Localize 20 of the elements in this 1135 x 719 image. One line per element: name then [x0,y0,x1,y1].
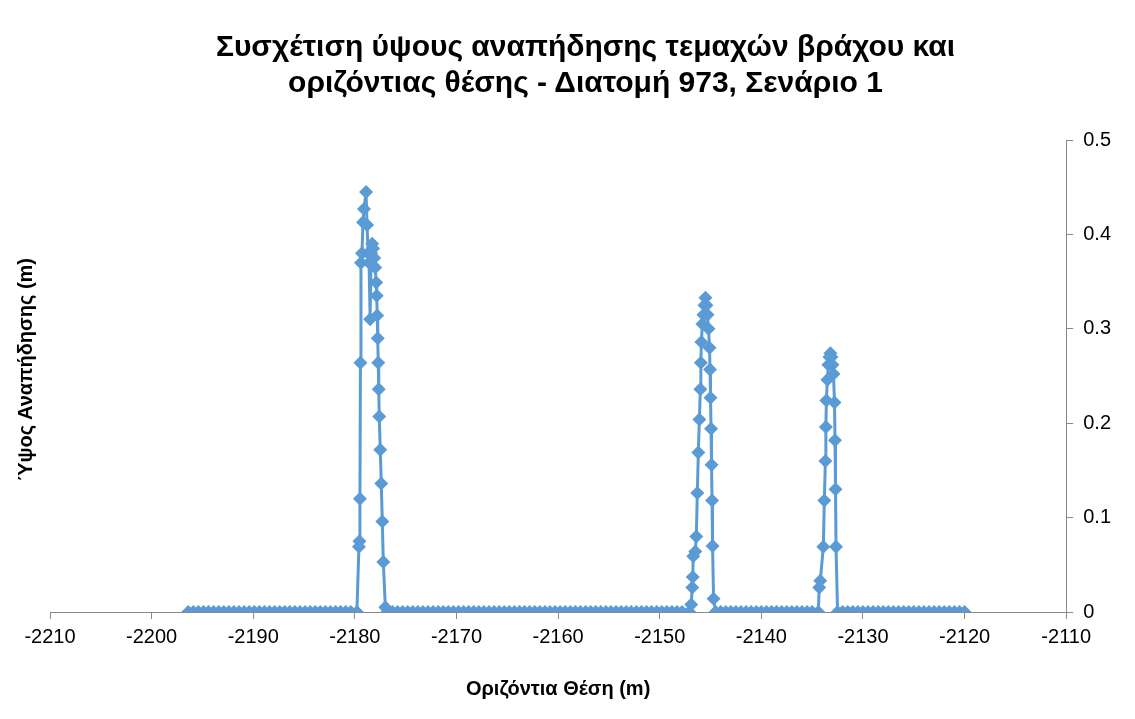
x-tick-label: -2130 [837,624,889,647]
x-tick-label: -2180 [329,624,381,647]
y-tick-label: 0 [1083,599,1095,622]
y-tick-label: 0.1 [1083,505,1112,528]
x-tick-label: -2200 [126,624,178,647]
y-axis-title: Ύψος Αναπήδησης (m) [14,257,37,484]
y-tick-label: 0.2 [1083,410,1112,433]
x-axis-title: Οριζόντια Θέση (m) [465,676,651,699]
x-tick-label: -2150 [634,624,686,647]
x-tick-label: -2120 [939,624,991,647]
y-tick-label: 0.5 [1083,127,1112,150]
x-tick-label: -2140 [735,624,787,647]
x-tick-label: -2110 [1041,624,1092,647]
x-tick-label: -2190 [227,624,279,647]
x-tick-label: -2210 [24,624,76,647]
x-tick-label: -2170 [430,624,483,647]
chart-title: Συσχέτιση ύψους αναπήδησης τεμαχών βράχου και οριζόντιας θέσης - Διατομή 973, Σενάριο 1 [215,29,956,99]
y-tick-label: 0.4 [1083,221,1112,244]
y-tick-label: 0.3 [1083,316,1112,339]
x-tick-label: -2160 [532,624,584,647]
